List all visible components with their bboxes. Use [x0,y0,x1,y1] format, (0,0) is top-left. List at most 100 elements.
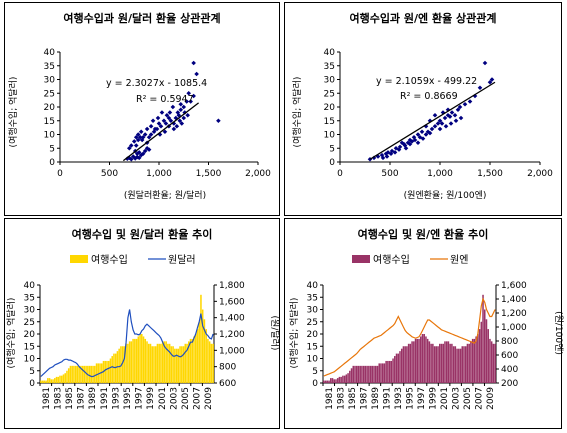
y2-tick-label: 1,400 [501,295,527,305]
scatter-point [127,145,132,151]
bar [392,358,394,383]
bar [362,365,365,383]
bar [451,343,453,383]
y-axis-label: (여행수입; 억달러) [288,298,300,369]
x-tick-label: 1995 [123,387,133,410]
y-tick-label: 30 [44,76,56,86]
bar [54,378,56,383]
bar [390,360,393,383]
x-tick-label: 500 [101,169,118,179]
bar [419,336,422,383]
bar [487,329,489,383]
bar [357,365,360,383]
legend-swatch-bar [352,255,370,263]
scatter-point [216,118,221,124]
y-tick-label: 25 [24,318,35,328]
bar [439,343,441,383]
bar [182,346,185,383]
bar [395,353,398,383]
scatter-point [131,139,137,144]
y2-tick-label: 800 [219,363,236,373]
scatter-point [420,136,426,141]
scatter-point [185,112,191,118]
scatter-point [384,154,390,159]
bar [385,360,387,383]
x-tick-label: 1,000 [427,169,453,179]
bar [437,346,439,383]
trendline [122,102,199,162]
scatter-point [467,99,473,104]
scatter-point [411,134,417,140]
scatter-point [146,134,152,140]
bar [73,365,75,383]
x-tick-label: 1997 [417,387,427,410]
x-tick-label: 1993 [394,387,404,410]
y-tick-label: 25 [324,89,335,99]
x-tick-label: 1993 [111,387,121,410]
scatter-point [144,126,150,132]
bar [141,334,143,383]
trend-won-dollar-chart: 여행수입 및 원/달러 환율 추이 여행수입 원달러 (여행수입; 억달러) (… [5,227,281,410]
bar [177,348,180,383]
bar [114,353,117,383]
y-tick-label: 5 [49,144,55,154]
scatter-point [171,121,177,126]
scatter-point [188,99,193,104]
x-tick-label: 1991 [382,387,392,410]
chart-title: 여행수입과 원/엔 환율 상관관계 [349,11,496,25]
y-tick-label: 20 [324,103,336,113]
bar [210,343,213,383]
y2-tick-label: 400 [501,365,518,375]
bar [156,343,159,383]
bar [489,338,491,383]
series-line [40,309,214,378]
bar [333,379,336,383]
bar [97,363,100,383]
bar [475,336,477,383]
bar [168,343,171,383]
bar [191,338,194,383]
y-tick-label: 35 [324,62,335,72]
scatter-point [419,129,425,135]
y2-tick-label: 600 [219,379,236,389]
bar [146,341,148,383]
bar [485,319,488,383]
bar [330,378,332,383]
bar [50,379,53,383]
r-squared-label: R² = 0.8669 [400,91,458,102]
scatter-point [462,101,468,107]
scatter-point [138,129,144,135]
bar [208,341,211,383]
bar [47,378,49,383]
bar [394,356,396,383]
x-tick-label: 1981 [325,387,335,410]
bar [193,336,195,383]
y-tick-label: 20 [24,330,36,340]
bar [371,365,374,383]
bar [435,346,438,383]
y-tick-label: 10 [307,355,319,365]
y-tick-label: 40 [44,48,56,58]
y-tick-label: 0 [329,158,335,168]
y-tick-label: 10 [324,131,336,141]
scatter-point [140,151,146,157]
bar [41,380,44,383]
bar [461,346,464,383]
bar [406,346,408,383]
y-tick-label: 20 [307,330,319,340]
bar [456,348,458,383]
bar [366,365,368,383]
bar [196,329,199,383]
scatter-point [161,118,167,124]
scatter-point [148,132,154,137]
bar [139,334,141,383]
bar [130,341,133,383]
x-axis-label: (원엔환율; 원/100엔) [404,189,487,201]
x-tick-label: 500 [381,169,398,179]
scatter-point [159,110,165,115]
scatter-point [128,156,134,162]
regression-equation: y = 2.1059x - 499.22 [376,76,477,87]
bar [343,375,346,383]
bar [158,343,160,383]
bar [477,334,479,383]
